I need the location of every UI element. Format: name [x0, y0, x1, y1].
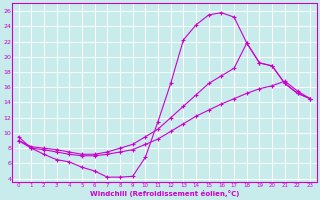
X-axis label: Windchill (Refroidissement éolien,°C): Windchill (Refroidissement éolien,°C) [90, 190, 239, 197]
